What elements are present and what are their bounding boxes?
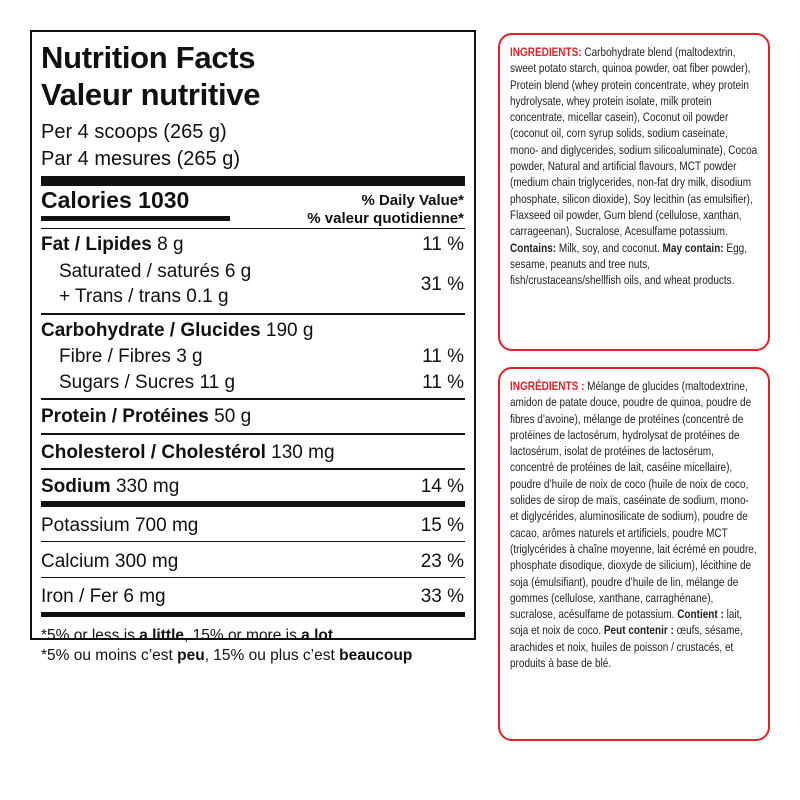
bold-text: a little [139, 627, 184, 644]
nutrient-amount: 190 g [265, 320, 314, 341]
text-run: , 15% ou plus c’est [204, 647, 340, 664]
nutrient-label: Sugars / Sucres 11 g [59, 372, 236, 393]
rule [41, 468, 465, 470]
rule [41, 577, 465, 578]
thick-rule [41, 176, 465, 186]
nutrient-label: + Trans / trans 0.1 g [59, 286, 229, 307]
heading-text: INGREDIENTS: [510, 45, 582, 59]
nutrient-amount: 8 g [157, 234, 184, 255]
rule [41, 228, 465, 229]
nutrient-label: Iron / Fer 6 mg [41, 586, 166, 607]
text-run: œufs, sésame, arachides et noix, huiles … [510, 623, 743, 671]
bold-text: Peut contenir : [603, 623, 674, 638]
rule [41, 541, 465, 542]
text-run: Egg, sesame, peanuts and tree nuts, fish… [510, 240, 747, 288]
nutrient-label: Cholesterol / Cholestérol [41, 442, 266, 463]
serving-fr: Par 4 mesures (265 g) [41, 148, 240, 170]
nutrient-amount: 130 mg [271, 442, 335, 463]
daily-value: 14 % [420, 476, 464, 497]
nutrient-label: Fibre / Fibres 3 g [59, 346, 203, 367]
text-run: Mélange de glucides (maltodextrine, amid… [510, 379, 757, 622]
daily-value: 23 % [420, 551, 464, 572]
ingredients-panel: INGREDIENTS: Carbohydrate blend (maltode… [498, 33, 770, 351]
serving: Per 4 scoops (265 g) [41, 121, 227, 143]
nutrient-amount: 50 g [214, 406, 252, 427]
text-run: lait, soja et noix de coco. [510, 607, 743, 638]
ingredients-text-fr: INGRÉDIENTS : Mélange de glucides (malto… [510, 378, 758, 671]
footnote-fr: *5% ou moins c’est peu, 15% ou plus c’es… [41, 648, 412, 664]
bold-text: Contains: [510, 240, 557, 255]
text-run: *5% ou moins c’est [41, 647, 178, 664]
daily-value: 11 % [422, 372, 464, 393]
dv-header-fr: % valeur quotidienne* [307, 210, 464, 227]
nutrient-amount: 330 mg [115, 476, 180, 497]
bold-text: May contain: [662, 240, 724, 255]
nutrition-facts-panel: Nutrition Facts Valeur nutritive Per 4 s… [30, 30, 476, 663]
text-run: Milk, soy, and coconut. [556, 240, 663, 255]
daily-value: 11 % [422, 346, 464, 367]
title: Nutrition Facts [41, 40, 256, 75]
text-run: *5% or less is [41, 627, 140, 644]
ingredients-text: INGREDIENTS: Carbohydrate blend (maltode… [510, 44, 758, 288]
heading-text: INGRÉDIENTS : [510, 379, 585, 393]
nutrient-label: Carbohydrate / Glucides [41, 320, 261, 341]
calories: Calories 1030 [41, 187, 190, 213]
calories-underline [41, 216, 230, 221]
text-run: Carbohydrate blend (maltodextrin, sweet … [510, 45, 758, 239]
daily-value: 15 % [420, 515, 464, 536]
nutrient-label: Potassium 700 mg [41, 515, 199, 536]
daily-value: 11 % [422, 234, 464, 255]
text-run: , 15% or more is [184, 627, 302, 644]
bold-text: beaucoup [339, 647, 413, 664]
nutrient-label: Saturated / saturés 6 g [59, 261, 252, 282]
daily-value: 33 % [420, 586, 464, 607]
nutrient-label: Sodium [41, 476, 111, 497]
nutrient-label: Calcium 300 mg [41, 551, 179, 572]
rule [41, 313, 465, 315]
bold-text: Contient : [677, 607, 724, 622]
footnote: *5% or less is a little, 15% or more is … [41, 628, 333, 644]
daily-value: 31 % [420, 274, 464, 295]
nutrient-label: Protein / Protéines [41, 406, 209, 427]
nutrient-label: Fat / Lipides [41, 234, 152, 255]
thick-rule [41, 612, 465, 617]
dv-header: % Daily Value* [361, 192, 464, 209]
title-fr: Valeur nutritive [41, 77, 261, 112]
ingredients-panel-fr: INGRÉDIENTS : Mélange de glucides (malto… [498, 367, 770, 741]
rule [41, 433, 465, 435]
thick-rule [41, 501, 465, 507]
bold-text: peu [177, 647, 205, 664]
rule [41, 398, 465, 400]
bold-text: a lot [301, 627, 334, 644]
